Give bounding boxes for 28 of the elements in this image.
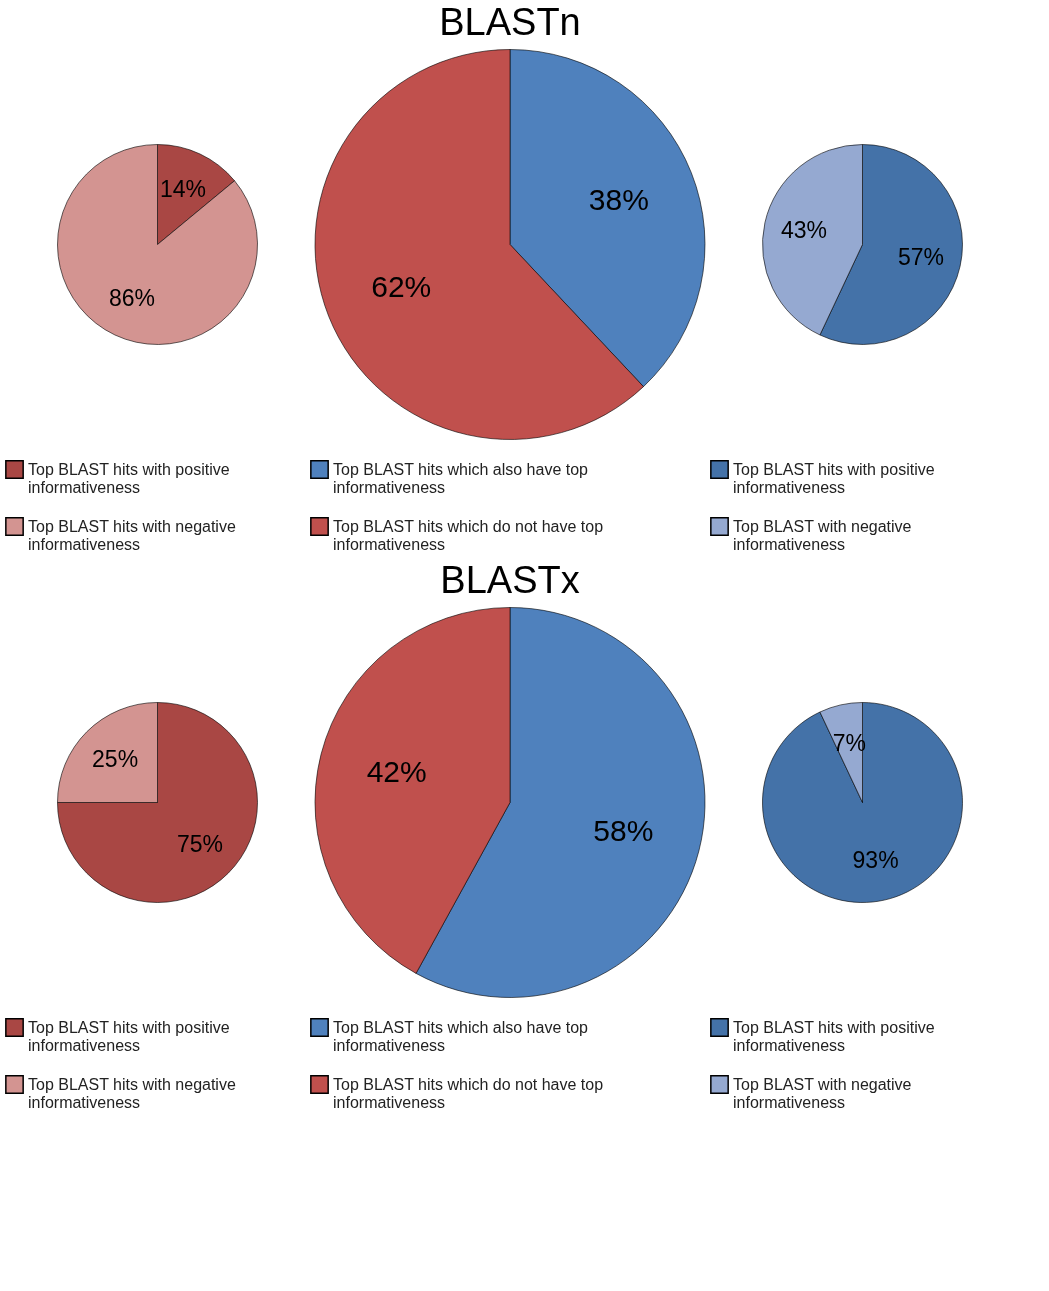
legend-label: Top BLAST hits with positive informativeness: [28, 1018, 230, 1054]
data-label: 25%: [92, 746, 139, 773]
data-label: 75%: [176, 830, 223, 857]
legend-label: Top BLAST hits which do not have top informativeness: [333, 517, 604, 553]
legend-label: Top BLAST hits with negative informativeness: [28, 517, 236, 553]
data-label: 38%: [588, 183, 649, 217]
legend-label: Top BLAST with negative informativeness: [733, 517, 912, 553]
data-label: 58%: [593, 813, 654, 847]
chart-title: BLASTx: [440, 559, 580, 601]
legend-label: Top BLAST hits with positive informativeness: [733, 460, 935, 496]
data-label: 14%: [160, 176, 207, 203]
data-label: 42%: [366, 755, 427, 789]
data-label: 43%: [780, 217, 827, 244]
data-label: 86%: [108, 284, 155, 311]
pie-slice: [57, 144, 258, 345]
legend-label: Top BLAST with negative informativeness: [733, 1075, 912, 1111]
data-label: 57%: [898, 243, 945, 270]
legend-label: Top BLAST hits which do not have top informativeness: [333, 1075, 604, 1111]
pie-slice: [57, 702, 258, 903]
pie-slice: [762, 702, 963, 903]
data-label: 93%: [852, 847, 899, 874]
data-label: 62%: [371, 269, 432, 303]
legend-label: Top BLAST hits with negative informativeness: [28, 1075, 236, 1111]
legend-label: Top BLAST hits which also have top informativeness: [333, 1018, 589, 1054]
legend-label: Top BLAST hits with positive informativeness: [733, 1018, 935, 1054]
chart-title: BLASTn: [439, 1, 581, 43]
legend-label: Top BLAST hits with positive informativeness: [28, 460, 230, 496]
legend-label: Top BLAST hits which also have top informativeness: [333, 460, 589, 496]
